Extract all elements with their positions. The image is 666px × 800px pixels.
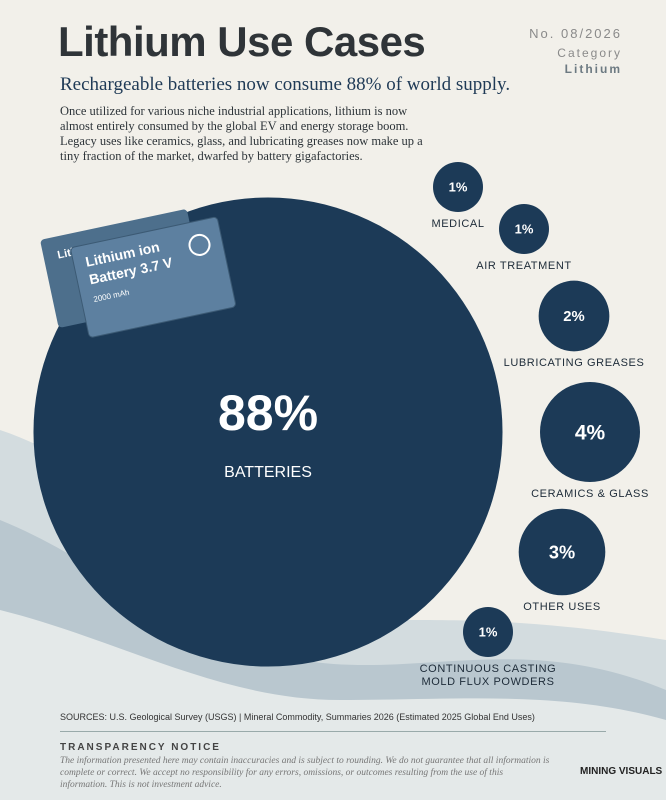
category-label: Category xyxy=(557,46,622,60)
category: Lithium xyxy=(564,62,622,76)
category-label: CONTINUOUS CASTING MOLD FLUX POWDERS xyxy=(419,663,557,688)
subtitle: Rechargeable batteries now consume 88% o… xyxy=(60,74,511,95)
divider xyxy=(60,731,606,732)
category-label: OTHER USES xyxy=(523,601,601,614)
category-label: MEDICAL xyxy=(431,218,485,230)
value-label: 4% xyxy=(575,421,606,444)
battery-front xyxy=(70,216,236,338)
bubble xyxy=(518,508,606,596)
value-label: 88% xyxy=(218,385,318,441)
notice-title: TRANSPARENCY NOTICE xyxy=(60,742,221,753)
wave xyxy=(0,610,666,800)
description: Once utilized for various niche industri… xyxy=(60,104,423,163)
value-label: 3% xyxy=(549,542,575,562)
notice: The information presented here may conta… xyxy=(60,756,550,790)
battery-image: Lithium ion Lithium ion Battery 3.7 V 20… xyxy=(40,209,236,338)
bubble xyxy=(463,607,513,657)
value-label: 1% xyxy=(479,625,498,640)
recycle-icon xyxy=(188,233,211,256)
value-label: 1% xyxy=(449,180,468,195)
value-label: 1% xyxy=(515,222,534,237)
bubble xyxy=(433,162,483,212)
bubble xyxy=(540,382,640,482)
bubble xyxy=(538,280,610,352)
issue: No. 08/2026 xyxy=(529,26,622,41)
category-label: AIR TREATMENT xyxy=(476,260,572,272)
category-label: CERAMICS & GLASS xyxy=(531,488,649,500)
logo: MINING VISUALS xyxy=(580,766,663,777)
category-label: LUBRICATING GREASES xyxy=(503,357,645,370)
sources: SOURCES: U.S. Geological Survey (USGS) |… xyxy=(60,712,535,722)
title: Lithium Use Cases xyxy=(58,18,426,65)
category-label: BATTERIES xyxy=(224,464,312,481)
bubble xyxy=(499,204,549,254)
value-label: 2% xyxy=(563,309,584,325)
